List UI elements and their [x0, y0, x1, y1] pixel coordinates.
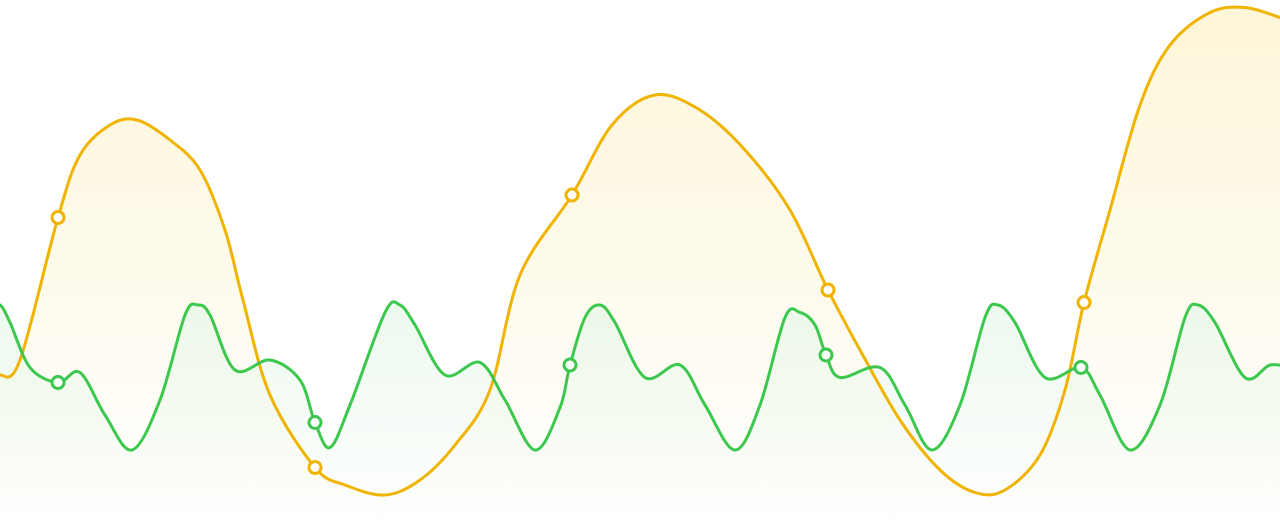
series-2-point-2[interactable]	[307, 415, 323, 430]
series-1-point-5[interactable]	[1076, 295, 1092, 310]
series-2-line	[0, 300, 1280, 452]
series-1-point-1[interactable]	[50, 210, 66, 225]
series-2-point-4[interactable]	[818, 347, 834, 363]
series-markers	[50, 187, 1092, 475]
series-2-point-1[interactable]	[50, 375, 66, 390]
series-1-area	[0, 7, 1280, 524]
series-1-point-2[interactable]	[307, 460, 323, 475]
series-1-line	[0, 5, 1280, 497]
series-areas	[0, 7, 1280, 524]
series-2-point-5[interactable]	[1073, 360, 1089, 375]
series-lines	[0, 5, 1280, 497]
series-2-point-3[interactable]	[562, 357, 578, 373]
series-1-point-4[interactable]	[820, 282, 836, 298]
series-1-point-3[interactable]	[564, 187, 580, 203]
